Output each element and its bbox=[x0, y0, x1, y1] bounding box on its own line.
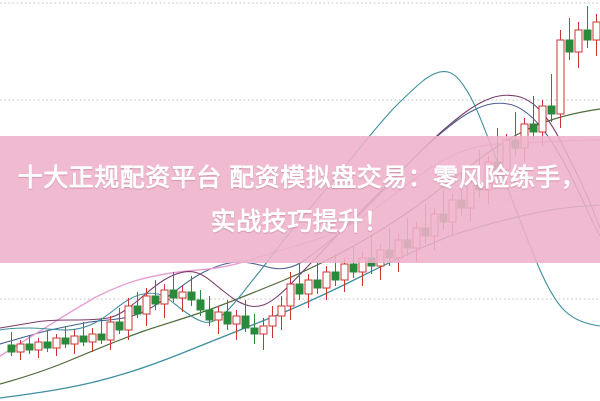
candle-body bbox=[196, 299, 205, 311]
candle-body bbox=[556, 39, 565, 115]
candle-body bbox=[187, 291, 196, 301]
candle-body bbox=[178, 291, 187, 299]
candle-body bbox=[124, 305, 133, 331]
candle-body bbox=[583, 29, 592, 41]
candle-body bbox=[88, 333, 97, 343]
candle-body bbox=[259, 325, 268, 335]
candle-body bbox=[547, 105, 556, 115]
candle-body bbox=[313, 279, 322, 289]
candle-body bbox=[142, 295, 151, 315]
promo-headline-line-1: 十大正规配资平台 配资模拟盘交易：零风险练手， bbox=[17, 163, 587, 192]
candle-body bbox=[529, 123, 538, 133]
candle-body bbox=[115, 321, 124, 331]
candle-body bbox=[97, 333, 106, 341]
candle-body bbox=[151, 295, 160, 305]
candle-body bbox=[277, 305, 286, 317]
candle-body bbox=[223, 311, 232, 325]
candle-body bbox=[340, 263, 349, 281]
candle-body bbox=[565, 39, 574, 53]
promo-headline-line-2: 实战技巧提升！ bbox=[210, 207, 390, 236]
candle-body bbox=[7, 344, 16, 353]
candle-body bbox=[574, 29, 583, 53]
candle-body bbox=[331, 271, 340, 281]
candle-body bbox=[286, 283, 295, 307]
candle-body bbox=[250, 327, 259, 335]
candle-body bbox=[79, 335, 88, 343]
candle-body bbox=[61, 337, 70, 345]
candle-body bbox=[241, 315, 250, 329]
candle-body bbox=[25, 343, 34, 351]
candle-body bbox=[322, 271, 331, 289]
candle-body bbox=[43, 341, 52, 349]
candle-body bbox=[232, 315, 241, 325]
promo-overlay-text: 十大正规配资平台 配资模拟盘交易：零风险练手， 实战技巧提升！ bbox=[0, 136, 600, 263]
candle-body bbox=[268, 315, 277, 327]
candle-body bbox=[106, 321, 115, 341]
candle-body bbox=[133, 305, 142, 315]
candle-body bbox=[52, 337, 61, 349]
candle-body bbox=[160, 289, 169, 305]
candle-body bbox=[349, 263, 358, 273]
candle-body bbox=[295, 283, 304, 295]
candle-body bbox=[34, 341, 43, 351]
candle-body bbox=[538, 105, 547, 133]
candle-body bbox=[304, 279, 313, 295]
candle-body bbox=[169, 289, 178, 299]
candle-body bbox=[214, 311, 223, 321]
candle-body bbox=[205, 309, 214, 321]
candle-body bbox=[70, 335, 79, 345]
promo-overlay-band bbox=[0, 136, 600, 263]
candle-body bbox=[16, 343, 25, 353]
candle-body bbox=[592, 21, 600, 41]
